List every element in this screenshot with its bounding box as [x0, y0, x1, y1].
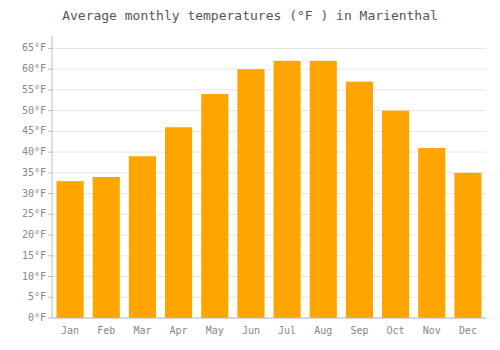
y-tick-label: 5°F	[28, 291, 46, 302]
grid-line	[52, 131, 486, 132]
bar	[418, 148, 445, 318]
y-axis-line	[52, 36, 53, 318]
grid-line	[52, 89, 486, 90]
y-tick-label: 0°F	[28, 312, 46, 323]
x-axis: Jan Feb Mar Apr May Jun Jul Aug Sep Oct Nov Dec	[52, 318, 486, 336]
bar	[382, 111, 409, 318]
x-tick-label: Nov	[423, 325, 441, 336]
y-tick	[48, 131, 52, 132]
chart-container: 0°F 5°F 10°F 15°F 20°F 25°F 30°F 35°F 40°F 45°F 50…	[0, 0, 500, 350]
bar	[454, 173, 481, 318]
y-tick-label: 25°F	[22, 208, 46, 219]
x-tick-label: Jun	[242, 325, 260, 336]
x-tick-label: Dec	[459, 325, 477, 336]
bar	[237, 69, 264, 318]
y-tick-label: 45°F	[22, 125, 46, 136]
chart-svg: 0°F 5°F 10°F 15°F 20°F 25°F 30°F 35°F 40°F 45°F 50…	[0, 0, 500, 350]
bars	[57, 61, 482, 318]
x-tick-label: Oct	[387, 325, 405, 336]
x-tick-label: Mar	[133, 325, 151, 336]
y-tick-label: 55°F	[22, 84, 46, 95]
x-tick-label: Jul	[278, 325, 296, 336]
bar	[201, 94, 228, 318]
x-tick-label: Jan	[61, 325, 79, 336]
y-tick-label: 20°F	[22, 229, 46, 240]
x-tick-label: May	[206, 325, 224, 336]
y-axis: 0°F 5°F 10°F 15°F 20°F 25°F 30°F 35°F 40°F 45°F 50…	[22, 36, 52, 323]
bar	[274, 61, 301, 318]
y-tick	[48, 255, 52, 256]
y-tick-label: 15°F	[22, 250, 46, 261]
y-tick	[48, 69, 52, 70]
x-tick-label: Feb	[97, 325, 115, 336]
y-tick-label: 10°F	[22, 271, 46, 282]
grid-line	[52, 69, 486, 70]
bar	[310, 61, 337, 318]
y-tick	[48, 89, 52, 90]
bar	[165, 127, 192, 318]
grid	[52, 48, 486, 318]
grid-line	[52, 110, 486, 111]
y-tick	[48, 276, 52, 277]
y-tick	[48, 110, 52, 111]
y-tick	[48, 172, 52, 173]
y-tick-label: 30°F	[22, 188, 46, 199]
y-tick	[48, 318, 52, 319]
bar	[93, 177, 120, 318]
grid-line	[52, 318, 486, 319]
page: {"chart_data": {"type": "bar", "title": …	[0, 0, 500, 350]
bar	[129, 156, 156, 318]
y-tick	[48, 48, 52, 49]
y-tick	[48, 235, 52, 236]
y-tick-label: 60°F	[22, 63, 46, 74]
bar	[346, 82, 373, 318]
y-tick-label: 35°F	[22, 167, 46, 178]
x-axis-line	[52, 318, 486, 319]
title: Average monthly temperatures (°F ) in Ma…	[62, 8, 438, 23]
y-tick-label: 50°F	[22, 105, 46, 116]
y-tick	[48, 297, 52, 298]
bar	[57, 181, 84, 318]
x-tick-label: Sep	[350, 325, 368, 336]
y-tick	[48, 214, 52, 215]
x-tick-label: Aug	[314, 325, 332, 336]
y-tick	[48, 152, 52, 153]
grid-line	[52, 48, 486, 49]
y-tick-label: 40°F	[22, 146, 46, 157]
y-tick	[48, 193, 52, 194]
y-tick-label: 65°F	[22, 42, 46, 53]
x-tick-label: Apr	[170, 325, 188, 336]
